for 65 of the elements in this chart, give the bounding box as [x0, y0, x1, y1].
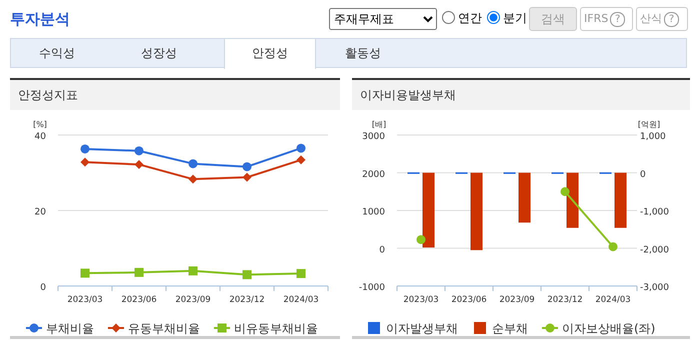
point	[242, 270, 252, 280]
y-axis-title: [%]	[33, 120, 47, 129]
text: IFRS	[584, 12, 608, 25]
y-tick-label: 0	[379, 245, 386, 256]
chart-title: 이자비용발생부채	[352, 80, 690, 110]
text: 산식	[640, 12, 662, 25]
text: 검색	[529, 7, 577, 31]
x-tick-label: 2023/12	[547, 295, 583, 305]
legend-label: 부채비율	[46, 322, 94, 336]
legend-label: 비유동부채비율	[234, 322, 318, 336]
point	[296, 144, 306, 153]
point	[416, 235, 426, 244]
point	[560, 187, 570, 196]
point	[134, 268, 144, 277]
y-tick-label: 1000	[362, 208, 386, 218]
y2-axis-title: [억원]	[638, 120, 660, 129]
legend-label: 이자보상배율(좌)	[562, 322, 656, 336]
y2-tick-label: -3,000	[640, 283, 670, 293]
y2-tick-label: 1,000	[640, 132, 666, 142]
point	[134, 160, 144, 169]
text: ?	[610, 12, 626, 27]
x-tick-label: 2024/03	[283, 295, 319, 305]
text: 성장성	[140, 45, 178, 62]
text: 투자분석	[10, 10, 70, 29]
y-tick-label: 40	[34, 132, 46, 142]
x-tick-label: 2023/09	[175, 295, 211, 305]
y-tick-label: 0	[40, 283, 46, 293]
point	[188, 174, 198, 184]
x-tick-label: 2023/03	[67, 295, 103, 305]
text: 주재무제표	[329, 8, 437, 30]
point	[134, 146, 144, 156]
text: 안정성	[224, 38, 316, 69]
x-tick-label: 2023/06	[121, 295, 157, 305]
legend-label: 순부채	[492, 322, 528, 336]
legend-label: 이자발생부채	[386, 322, 458, 336]
x-tick-label: 2023/06	[451, 295, 487, 305]
y2-tick-label: 0	[640, 170, 646, 180]
point	[296, 269, 306, 278]
x-tick-label: 2024/03	[595, 295, 631, 305]
point	[296, 155, 306, 164]
y-tick-label: -1000	[358, 283, 386, 293]
y-tick-label: 20	[34, 208, 46, 218]
text: 분기	[503, 11, 527, 25]
text: 활동성	[344, 45, 382, 62]
y-tick-label: 2000	[362, 170, 386, 180]
x-tick-label: 2023/03	[403, 295, 439, 305]
chart-title: 안정성지표	[10, 80, 340, 110]
x-tick-label: 2023/09	[499, 295, 535, 305]
point	[242, 162, 252, 172]
y2-tick-label: -2,000	[640, 245, 670, 256]
point	[188, 266, 198, 276]
point	[80, 144, 90, 154]
y-axis-title: [배]	[372, 120, 386, 129]
point	[80, 268, 90, 278]
point	[188, 159, 198, 168]
legend-label: 유동부채비율	[128, 322, 200, 336]
y2-tick-label: -1,000	[640, 208, 670, 218]
point	[80, 158, 90, 167]
text: 연간	[458, 11, 482, 25]
text: ?	[664, 12, 679, 27]
text: 수익성	[38, 45, 76, 62]
y-tick-label: 3000	[362, 132, 386, 142]
point	[242, 172, 252, 182]
point	[608, 242, 618, 252]
x-tick-label: 2023/12	[229, 295, 265, 305]
